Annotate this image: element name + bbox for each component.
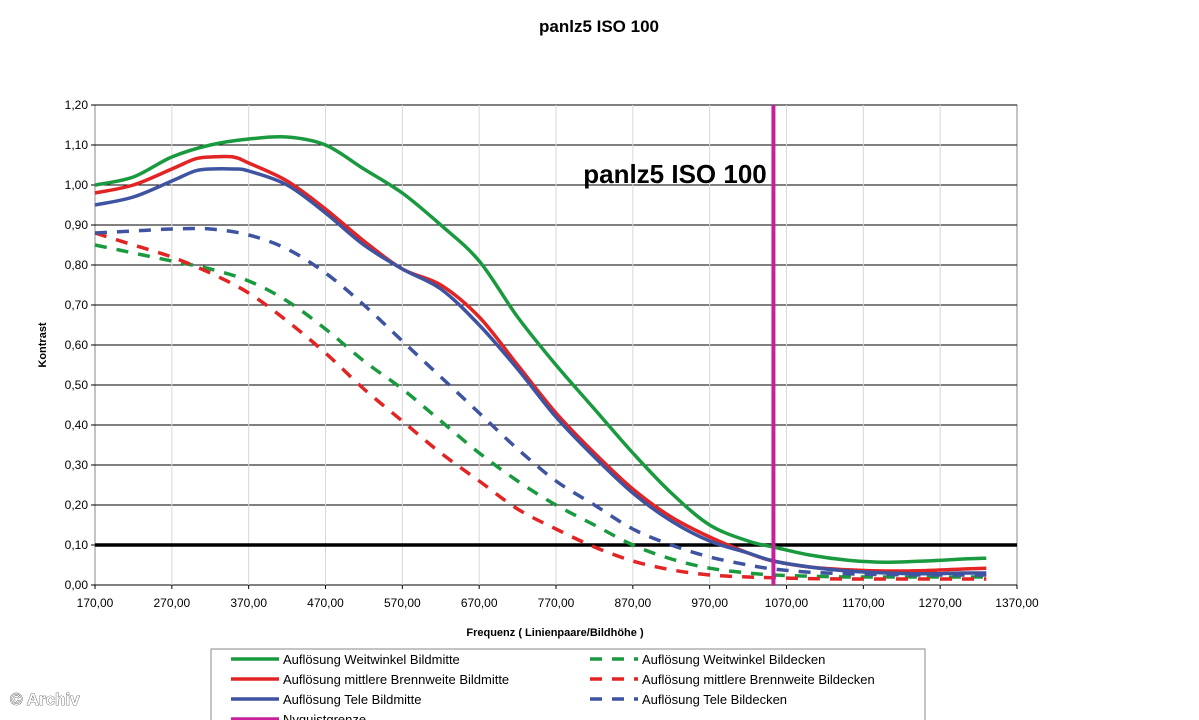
legend-label: Auflösung mittlere Brennweite Bildmitte — [283, 672, 509, 687]
legend-label: Auflösung Tele Bildecken — [642, 692, 787, 707]
y-axis-label: Kontrast — [37, 322, 49, 368]
x-tick-label: 1070,00 — [765, 596, 809, 610]
y-tick-label: 0,50 — [65, 378, 89, 392]
series-line-4 — [94, 231, 987, 581]
x-tick-label: 1170,00 — [842, 596, 885, 610]
x-tick-label: 1270,00 — [918, 596, 962, 610]
x-tick-label: 370,00 — [230, 596, 267, 610]
series-line-2 — [94, 167, 987, 576]
y-tick-label: 0,30 — [65, 458, 89, 472]
x-tick-label: 770,00 — [538, 596, 575, 610]
legend-box — [210, 648, 926, 720]
legend-label: Auflösung Weitwinkel Bildecken — [642, 652, 825, 667]
y-tick-label: 0,60 — [65, 338, 89, 352]
x-tick-label: 470,00 — [307, 596, 344, 610]
series-line-3 — [94, 243, 987, 579]
y-tick-label: 0,10 — [65, 538, 89, 552]
legend: Auflösung Weitwinkel Bildmitte Auflösung … — [210, 648, 926, 720]
x-tick-label: 870,00 — [614, 596, 651, 610]
x-tick-label: 970,00 — [691, 596, 728, 610]
x-tick-label: 1370,00 — [995, 596, 1039, 610]
y-tick-label: 1,10 — [65, 138, 89, 152]
legend-label: Auflösung mittlere Brennweite Bildecken — [642, 672, 875, 687]
y-tick-label: 0,80 — [65, 258, 89, 272]
x-tick-label: 670,00 — [461, 596, 498, 610]
inner-chart-title: panlz5 ISO 100 — [583, 159, 767, 189]
legend-label: Auflösung Weitwinkel Bildmitte — [283, 652, 460, 667]
y-tick-label: 0,70 — [65, 298, 89, 312]
y-tick-label: 1,00 — [65, 178, 89, 192]
y-tick-label: 0,20 — [65, 498, 89, 512]
x-tick-label: 570,00 — [384, 596, 421, 610]
watermark: © Archiv — [10, 690, 80, 709]
y-tick-label: 0,40 — [65, 418, 89, 432]
legend-label: Auflösung Tele Bildmitte — [283, 692, 422, 707]
x-tick-label: 270,00 — [153, 596, 190, 610]
series-line-0 — [94, 134, 987, 564]
y-tick-label: 1,20 — [65, 98, 89, 112]
y-tick-label: 0,00 — [65, 578, 89, 592]
plot-area: 0,00 0,10 0,20 0,30 0,40 0,50 0,60 0,70 0,80 0,90… — [65, 98, 1039, 610]
x-tick-label: 170,00 — [77, 596, 114, 610]
chart-title: panlz5 ISO 100 — [539, 17, 659, 36]
legend-label: Nyquistgrenze — [283, 712, 366, 720]
y-tick-label: 0,90 — [65, 218, 89, 232]
series-line-5 — [94, 226, 987, 577]
x-axis-label: Frequenz ( Linienpaare/Bildhöhe ) — [466, 627, 644, 639]
